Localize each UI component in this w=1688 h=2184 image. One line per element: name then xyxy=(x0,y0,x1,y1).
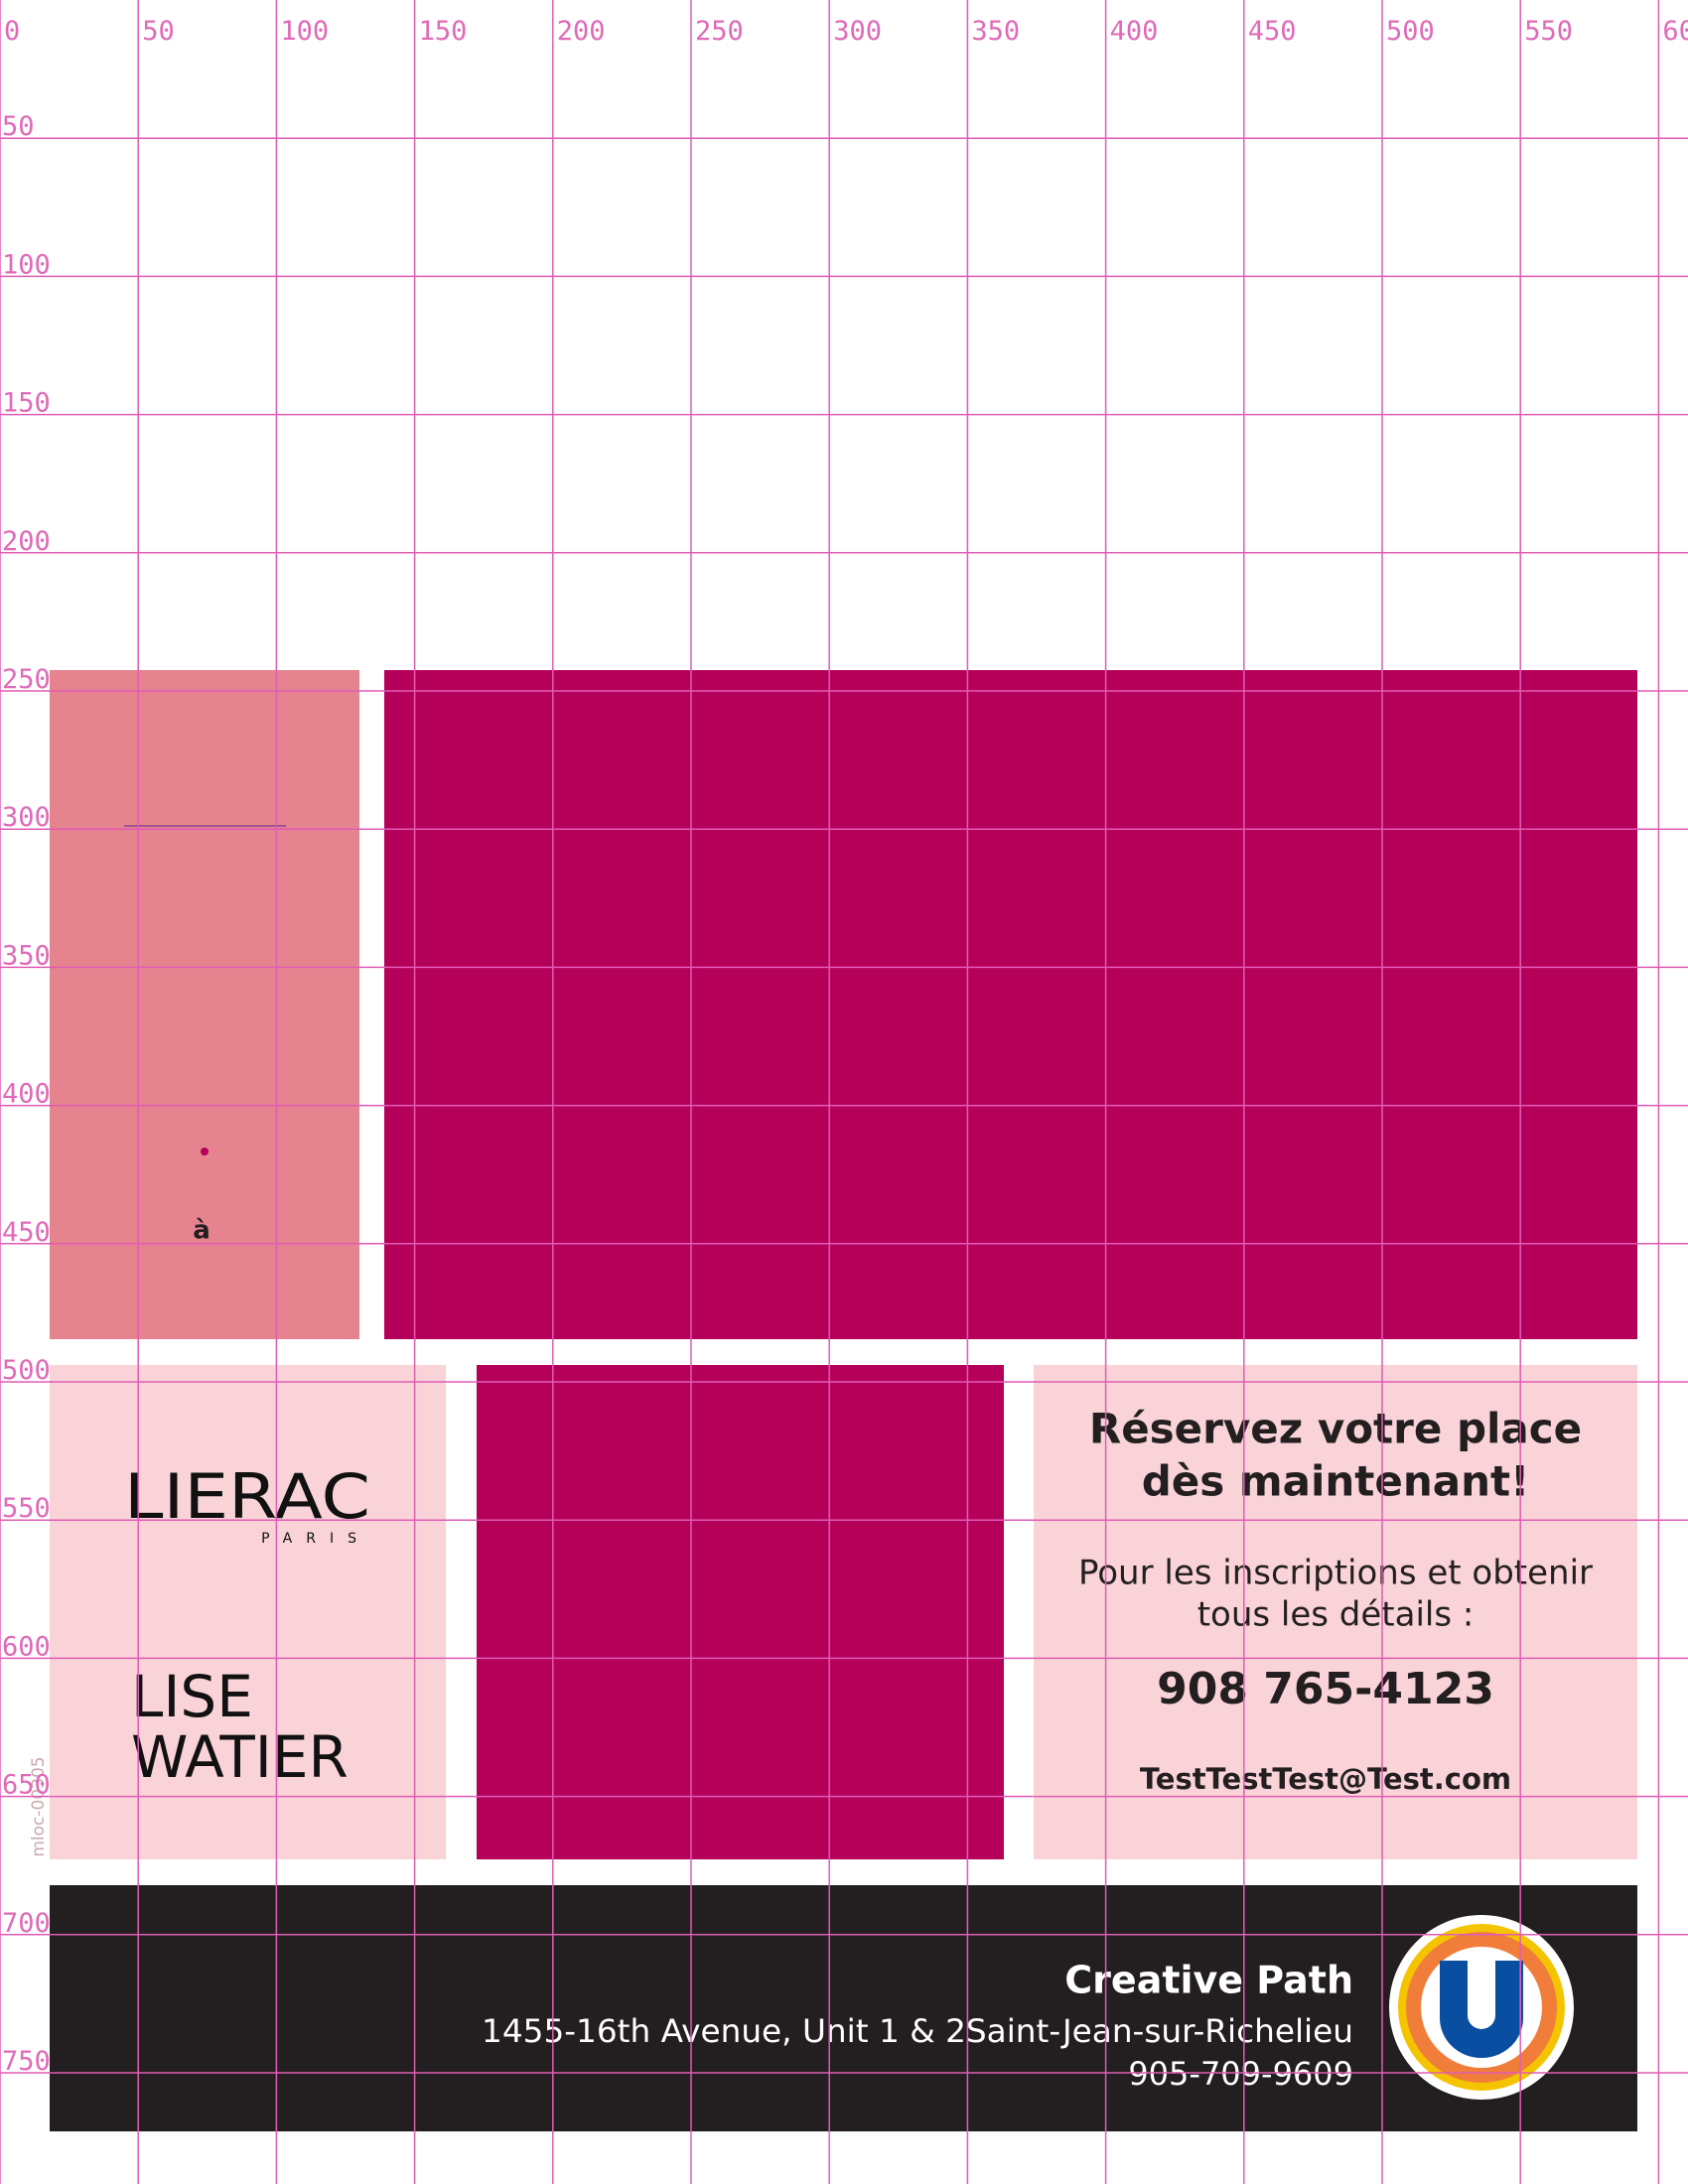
grid-label: 150 xyxy=(2,388,51,419)
grid-label: 600 xyxy=(1662,16,1688,47)
store-logo xyxy=(1389,1915,1574,2100)
grid-label: 250 xyxy=(695,16,744,47)
grid-label: 350 xyxy=(971,16,1020,47)
footer xyxy=(50,1885,1637,2131)
grid-label: 500 xyxy=(1386,16,1435,47)
brand-logo: WATIER xyxy=(131,1723,349,1791)
grid-label: 0 xyxy=(4,16,20,47)
cta-email: TestTestTest@Test.com xyxy=(1140,1762,1511,1796)
grid-label: 500 xyxy=(2,1355,51,1386)
grid-label: 650 xyxy=(2,1770,51,1801)
grid-label: 350 xyxy=(2,940,51,971)
grid-label: 450 xyxy=(2,1217,51,1248)
grid-label: 700 xyxy=(2,1908,51,1939)
grid-label: 100 xyxy=(2,249,51,280)
code: mloc-00305 xyxy=(29,1756,49,1856)
cta-body: tous les détails : xyxy=(1197,1595,1475,1635)
cta-panel xyxy=(1034,1365,1637,1859)
grid-label: 50 xyxy=(2,111,35,142)
accent: à xyxy=(193,1216,211,1246)
cta-body: Pour les inscriptions et obtenir xyxy=(1078,1554,1593,1593)
grid-label: 100 xyxy=(280,16,329,47)
grid-label: 50 xyxy=(142,16,175,47)
grid-label: 300 xyxy=(833,16,882,47)
dot xyxy=(201,1148,209,1156)
grid-label: 300 xyxy=(2,802,51,833)
footer-address: 1455-16th Avenue, Unit 1 & 2Saint-Jean-s… xyxy=(482,2012,1353,2050)
side-panel xyxy=(50,670,359,1339)
cta-phone: 908 765-4123 xyxy=(1157,1664,1494,1714)
hero-block xyxy=(384,670,1637,1339)
grid-label: 200 xyxy=(2,526,51,557)
cta-heading: Réservez votre place xyxy=(1089,1405,1582,1453)
cta-heading: dès maintenant! xyxy=(1142,1457,1530,1506)
grid-label: 250 xyxy=(2,664,51,695)
middle-block xyxy=(477,1365,1004,1859)
brand-logo: LISE xyxy=(131,1663,253,1730)
brand-sub: PARIS xyxy=(261,1531,370,1547)
grid-label: 200 xyxy=(557,16,606,47)
grid-label: 550 xyxy=(2,1493,51,1524)
footer-phone: 905-709-9609 xyxy=(1128,2055,1353,2093)
grid-label: 750 xyxy=(2,2046,51,2077)
grid-label: 400 xyxy=(2,1079,51,1110)
grid-label: 150 xyxy=(419,16,468,47)
footer-name: Creative Path xyxy=(1064,1959,1353,2002)
grid-label: 450 xyxy=(1248,16,1297,47)
brands-panel xyxy=(50,1365,446,1859)
brand-logo: LIERAC xyxy=(124,1460,370,1533)
grid-label: 600 xyxy=(2,1631,51,1662)
grid-label: 400 xyxy=(1110,16,1159,47)
grid-label: 550 xyxy=(1524,16,1573,47)
